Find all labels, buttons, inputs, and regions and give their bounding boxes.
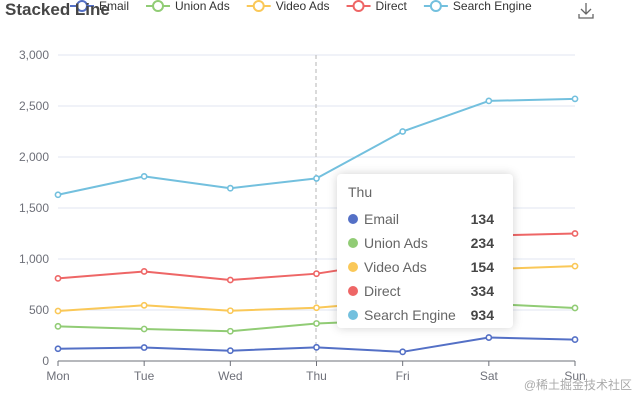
- x-tick-label: Sun: [564, 369, 585, 383]
- legend-item[interactable]: Video Ads: [246, 0, 330, 13]
- tooltip-name: Video Ads: [364, 259, 427, 275]
- data-point: [571, 304, 579, 312]
- chart-title: Stacked Line: [5, 0, 110, 19]
- direct-dot: [348, 286, 358, 296]
- legend-label: Direct: [376, 0, 408, 13]
- data-point: [54, 322, 62, 330]
- legend-label: Email: [99, 0, 129, 13]
- data-point: [571, 262, 579, 270]
- tooltip-value: 934: [470, 307, 494, 323]
- data-point: [313, 304, 320, 312]
- data-point: [54, 307, 62, 315]
- legend-marker: [429, 0, 442, 12]
- data-point: [226, 347, 234, 355]
- legend-item[interactable]: Email: [70, 0, 129, 13]
- tooltip-value: 234: [470, 235, 494, 251]
- data-point: [226, 327, 234, 335]
- data-point: [54, 345, 62, 353]
- data-point: [313, 343, 320, 351]
- legend-label: Union Ads: [175, 0, 230, 13]
- x-tick-label: Fri: [396, 369, 410, 383]
- data-point: [485, 97, 493, 105]
- data-point: [571, 95, 579, 103]
- data-point: [313, 270, 320, 278]
- tooltip-row-video-ads: Video Ads 154: [348, 255, 503, 279]
- y-tick-label: 1,000: [19, 252, 49, 266]
- x-tick-label: Wed: [218, 369, 242, 383]
- tooltip-name: Union Ads: [364, 235, 428, 251]
- tooltip-row-search-engine: Search Engine 934: [348, 303, 503, 327]
- data-point: [140, 301, 148, 309]
- tooltip: Thu Email 134 Union Ads 234 Video Ads 15…: [337, 174, 513, 328]
- legend-label: Search Engine: [453, 0, 532, 13]
- union-ads-dot: [348, 238, 358, 248]
- data-point: [140, 344, 148, 351]
- y-tick-label: 2,000: [19, 150, 49, 164]
- data-point: [571, 230, 579, 237]
- y-tick-label: 3,000: [19, 48, 49, 62]
- watermark: @稀土掘金技术社区: [523, 378, 632, 392]
- legend-marker: [252, 0, 265, 12]
- email-dot: [348, 214, 358, 224]
- tooltip-value: 154: [470, 259, 494, 275]
- legend[interactable]: Email Union Ads Video Ads Direct Search Engi…: [70, 0, 532, 13]
- x-tick-label: Thu: [306, 369, 327, 383]
- legend-label: Video Ads: [276, 0, 330, 13]
- data-point: [54, 191, 62, 199]
- legend-item[interactable]: Union Ads: [146, 0, 230, 13]
- legend-item[interactable]: Search Engine: [423, 0, 532, 13]
- search-engine-dot: [348, 310, 358, 320]
- legend-marker: [352, 0, 365, 12]
- x-tick-label: Sat: [480, 369, 499, 383]
- data-point: [313, 320, 320, 327]
- data-point: [140, 325, 148, 333]
- x-tick-label: Tue: [134, 369, 155, 383]
- y-tick-label: 2,500: [19, 99, 49, 113]
- data-point: [140, 268, 148, 275]
- tooltip-row-direct: Direct 334: [348, 279, 503, 303]
- download-icon[interactable]: [578, 3, 594, 19]
- data-point: [226, 184, 234, 192]
- data-point: [54, 274, 62, 282]
- tooltip-value: 134: [470, 211, 494, 227]
- data-point: [399, 348, 407, 356]
- tooltip-name: Email: [364, 211, 400, 227]
- tooltip-row-email: Email 134: [348, 207, 503, 231]
- tooltip-row-union-ads: Union Ads 234: [348, 231, 503, 255]
- data-point: [140, 172, 148, 180]
- x-tick-label: Mon: [46, 369, 69, 383]
- y-tick-label: 0: [42, 354, 49, 368]
- video-ads-dot: [348, 262, 358, 272]
- legend-marker: [152, 0, 165, 12]
- data-point: [226, 307, 234, 315]
- data-point: [226, 276, 234, 284]
- tooltip-name: Search Engine: [364, 307, 456, 323]
- data-point: [485, 334, 493, 341]
- axes: 0 500 1,000 1,500 2,000 2,500 3,000 Mon Tue Wed Th…: [19, 48, 586, 383]
- tooltip-name: Direct: [364, 283, 401, 299]
- data-point: [571, 336, 579, 343]
- legend-marker: [76, 0, 88, 12]
- data-point: [313, 175, 320, 182]
- y-tick-label: 500: [29, 303, 49, 317]
- legend-item[interactable]: Direct: [346, 0, 408, 13]
- y-tick-label: 1,500: [19, 201, 49, 215]
- tooltip-value: 334: [470, 283, 494, 299]
- tooltip-title: Thu: [348, 184, 373, 200]
- data-point: [399, 128, 407, 135]
